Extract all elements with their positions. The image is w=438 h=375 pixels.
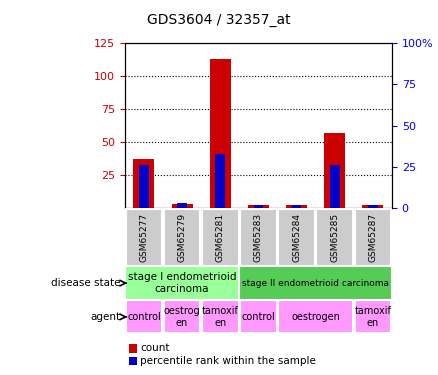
- Text: agent: agent: [90, 312, 120, 322]
- Text: GDS3604 / 32357_at: GDS3604 / 32357_at: [147, 13, 291, 27]
- Bar: [254, 205, 263, 208]
- Bar: [164, 209, 201, 266]
- Bar: [355, 209, 391, 266]
- Bar: [240, 209, 277, 266]
- Bar: [286, 206, 307, 208]
- Text: tamoxif
en: tamoxif en: [202, 306, 239, 328]
- Bar: [316, 209, 353, 266]
- Text: control: control: [127, 312, 161, 322]
- Bar: [292, 205, 301, 208]
- Bar: [215, 154, 225, 208]
- Text: tamoxif
en: tamoxif en: [354, 306, 392, 328]
- Text: GSM65285: GSM65285: [330, 213, 339, 262]
- Text: count: count: [140, 344, 170, 353]
- Text: disease state: disease state: [51, 278, 120, 288]
- Bar: [355, 300, 391, 333]
- Bar: [164, 300, 201, 333]
- Text: GSM65284: GSM65284: [292, 213, 301, 262]
- Bar: [239, 266, 392, 300]
- Bar: [177, 203, 187, 208]
- Text: stage II endometrioid carcinoma: stage II endometrioid carcinoma: [242, 279, 389, 288]
- Bar: [362, 206, 383, 208]
- Text: percentile rank within the sample: percentile rank within the sample: [140, 356, 316, 366]
- Bar: [202, 209, 239, 266]
- Bar: [126, 300, 162, 333]
- Bar: [240, 300, 277, 333]
- Bar: [248, 206, 269, 208]
- Text: GSM65283: GSM65283: [254, 213, 263, 262]
- Text: oestrog
en: oestrog en: [164, 306, 201, 328]
- Bar: [134, 159, 155, 208]
- Bar: [278, 209, 315, 266]
- Bar: [139, 165, 148, 208]
- Text: GSM65287: GSM65287: [368, 213, 378, 262]
- Bar: [210, 59, 231, 208]
- Bar: [330, 165, 339, 208]
- Text: GSM65277: GSM65277: [139, 213, 148, 262]
- Bar: [125, 266, 239, 300]
- Bar: [278, 300, 353, 333]
- Bar: [172, 204, 193, 208]
- Bar: [368, 205, 378, 208]
- Text: GSM65279: GSM65279: [177, 213, 187, 262]
- Text: stage I endometrioid
carcinoma: stage I endometrioid carcinoma: [128, 272, 237, 294]
- Bar: [324, 133, 345, 208]
- Bar: [126, 209, 162, 266]
- Text: control: control: [241, 312, 276, 322]
- Text: oestrogen: oestrogen: [291, 312, 340, 322]
- Bar: [202, 300, 239, 333]
- Text: GSM65281: GSM65281: [216, 213, 225, 262]
